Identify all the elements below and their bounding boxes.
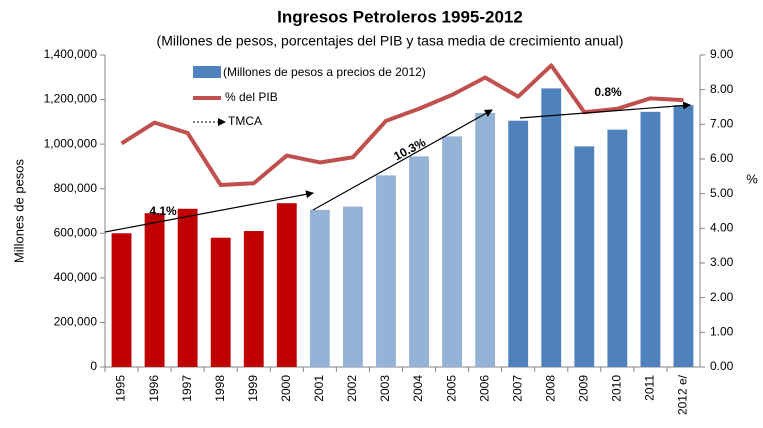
annotation: 4.1% — [149, 204, 177, 218]
y2-tick-label: 3.00 — [710, 255, 734, 269]
bar — [210, 237, 231, 367]
bar — [276, 203, 297, 367]
y2-tick-label: 5.00 — [710, 186, 734, 200]
line-series — [120, 63, 684, 187]
y-tick-label: 1,000,000 — [44, 136, 98, 150]
x-tick-label: 1998 — [213, 375, 227, 402]
y-tick-label: 600,000 — [54, 225, 98, 239]
bar — [442, 136, 462, 367]
bar — [343, 206, 363, 367]
bar — [309, 209, 330, 367]
x-tick-label: 1996 — [147, 375, 161, 402]
x-tick-label: 2004 — [411, 375, 425, 402]
x-tick-label: 2001 — [312, 375, 326, 402]
bar — [144, 213, 165, 367]
y2-tick-label: 4.00 — [710, 221, 734, 235]
y2-tick-label: 8.00 — [710, 82, 734, 96]
bar — [640, 111, 661, 367]
chart-title: Ingresos Petroleros 1995-2012 — [277, 7, 523, 26]
bar — [376, 175, 396, 367]
x-tick-label: 2008 — [543, 375, 557, 402]
y-tick-label: 0 — [90, 359, 97, 373]
y2-tick-label: 0.00 — [710, 359, 734, 373]
x-tick-label: 2009 — [576, 375, 590, 402]
x-tick-label: 2012 e/ — [676, 374, 690, 415]
x-tick-label: 2006 — [477, 375, 491, 402]
y-tick-label: 1,200,000 — [44, 92, 98, 106]
y-axis-label: Millones de pesos — [11, 158, 26, 263]
annotation: 0.8% — [594, 85, 622, 99]
bar — [673, 105, 694, 368]
x-tick-label: 2005 — [444, 375, 458, 402]
bar — [607, 129, 628, 367]
x-tick-label: 2010 — [610, 375, 624, 402]
bar — [475, 112, 496, 367]
y2-tick-label: 7.00 — [710, 117, 734, 131]
y2-tick-label: 9.00 — [710, 47, 734, 61]
bar — [508, 120, 529, 367]
x-tick-label: 1999 — [246, 375, 260, 402]
x-tick-label: 1997 — [180, 375, 194, 402]
tmca-arrow — [104, 190, 314, 233]
bar — [177, 208, 198, 367]
chart-subtitle: (Millones de pesos, porcentajes del PIB … — [157, 33, 624, 49]
tmca-arrow — [312, 109, 493, 211]
y-tick-label: 800,000 — [54, 181, 98, 195]
y2-tick-label: 6.00 — [710, 151, 734, 165]
y-tick-label: 400,000 — [54, 270, 98, 284]
bar — [541, 88, 562, 367]
legend-label: TMCA — [228, 114, 262, 128]
x-tick-label: 2003 — [378, 375, 392, 402]
x-tick-label: 1995 — [114, 375, 128, 402]
tmca-arrow — [519, 101, 691, 119]
x-tick-label: 2011 — [643, 375, 657, 401]
legend-label: % del PIB — [225, 90, 278, 104]
y-tick-label: 200,000 — [54, 315, 98, 329]
x-tick-label: 2002 — [345, 375, 359, 402]
bar — [243, 231, 264, 367]
y2-tick-label: 1.00 — [710, 325, 734, 339]
y2-axis-label: % — [746, 171, 758, 186]
legend-label: (Millones de pesos a precios de 2012) — [223, 65, 426, 79]
y2-tick-label: 2.00 — [710, 290, 734, 304]
bar — [574, 146, 595, 367]
legend-swatch — [193, 66, 221, 78]
y-tick-label: 1,400,000 — [44, 47, 98, 61]
bar — [111, 233, 132, 367]
x-tick-label: 2000 — [279, 375, 293, 402]
x-tick-label: 2007 — [510, 375, 524, 402]
bar — [409, 156, 429, 367]
